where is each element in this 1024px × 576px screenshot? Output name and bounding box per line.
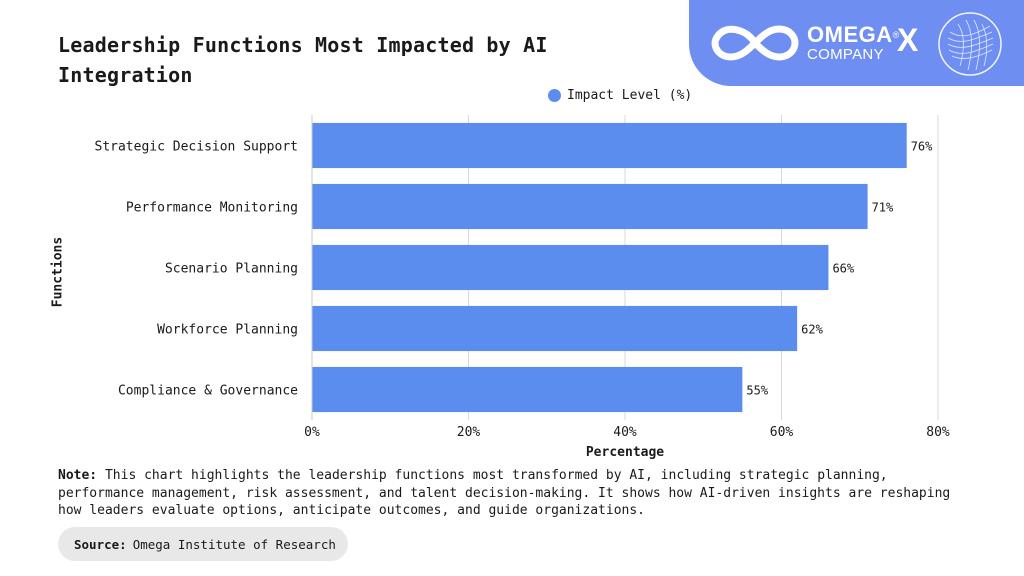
value-label: 66% [832, 262, 854, 276]
value-label: 71% [872, 201, 894, 215]
y-tick-label: Workforce Planning [157, 323, 298, 338]
x-tick-label: 0% [304, 425, 320, 440]
infinity-logo-icon [711, 25, 799, 61]
note-label: Note: [58, 468, 98, 483]
bar [312, 244, 829, 291]
y-axis-label: Functions [50, 236, 66, 308]
wireframe-globe-icon [938, 12, 1002, 76]
brand-subtitle: COMPANY [807, 46, 884, 63]
note-text: This chart highlights the leadership fun… [58, 468, 951, 518]
bar-chart: 0% 20% 40% 60% 80% Strategic Decision Support… [95, 115, 950, 440]
x-axis-label: Percentage [585, 445, 665, 460]
value-label: 62% [801, 323, 823, 337]
registered-mark: ® [892, 30, 900, 40]
value-label: 76% [911, 140, 933, 154]
chart-note: Note: This chart highlights the leadersh… [58, 467, 978, 520]
y-tick-label: Strategic Decision Support [95, 140, 299, 155]
x-tick-label: 60% [770, 425, 794, 440]
brand-banner: OMEGA® COMPANY X [689, 0, 1024, 86]
x-tick-label: 40% [613, 425, 637, 440]
brand-name: OMEGA [807, 22, 893, 47]
source-label: Source: [74, 536, 127, 552]
brand-wordmark: OMEGA® COMPANY [807, 22, 900, 64]
source-text: Omega Institute of Research [132, 536, 336, 552]
y-tick-label: Scenario Planning [165, 262, 298, 277]
x-tick-label: 20% [457, 425, 481, 440]
y-tick-label: Performance Monitoring [126, 201, 298, 216]
y-tick-label: Compliance & Governance [118, 384, 298, 399]
bar [312, 305, 798, 352]
brand-x-mark: X [897, 22, 919, 58]
legend-swatch [548, 89, 561, 102]
legend-label: Impact Level (%) [567, 88, 693, 103]
value-label: 55% [746, 384, 768, 398]
source-pill: Source: Omega Institute of Research [58, 527, 348, 561]
x-tick-label: 80% [926, 425, 950, 440]
bar [312, 122, 907, 169]
chart-legend: Impact Level (%) [548, 88, 692, 103]
bar [312, 366, 743, 413]
bar [312, 183, 868, 230]
chart-title: Leadership Functions Most Impacted by AI… [58, 33, 548, 87]
